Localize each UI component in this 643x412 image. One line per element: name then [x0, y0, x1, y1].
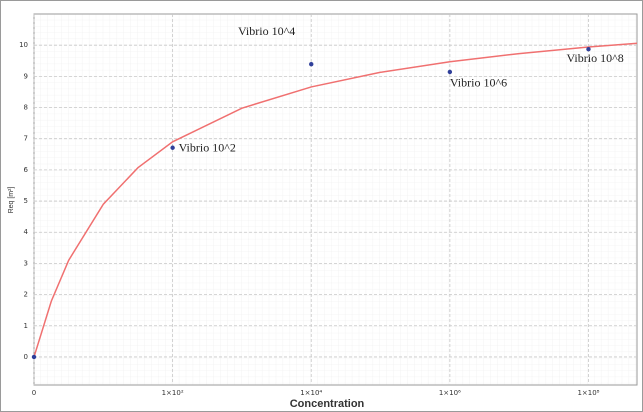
y-tick-label: 0: [24, 353, 28, 361]
x-tick-label: 1×10⁸: [577, 389, 599, 397]
y-tick-label: 9: [24, 72, 28, 80]
y-axis-label: Req [m²]: [8, 187, 15, 214]
y-tick-label: 4: [24, 228, 29, 236]
y-tick-label: 3: [24, 259, 28, 267]
data-point: [31, 354, 37, 360]
data-point: [586, 47, 591, 52]
y-tick-label: 10: [19, 41, 28, 49]
x-axis-label: Concentration: [290, 398, 365, 410]
x-tick-label: 1×10²: [162, 389, 184, 397]
y-tick-label: 7: [24, 135, 28, 143]
y-tick-label: 5: [24, 197, 28, 205]
data-point: [447, 69, 453, 75]
point-label: Vibrio 10^6: [450, 76, 507, 90]
point-label: Vibrio 10^2: [179, 140, 236, 154]
plot-area: [33, 13, 638, 386]
y-tick-label: 6: [24, 166, 29, 174]
y-tick-label: 2: [24, 291, 28, 299]
point-label: Vibrio 10^4: [238, 24, 295, 38]
y-tick-label: 1: [24, 322, 28, 330]
fit-curve: [33, 42, 638, 358]
data-point: [309, 61, 314, 67]
point-label: Vibrio 10^8: [566, 51, 623, 65]
x-tick-label: 0: [32, 389, 36, 397]
x-tick-label: 1×10⁶: [439, 389, 461, 397]
x-tick-label: 1×10⁴: [300, 389, 322, 397]
data-point: [170, 145, 175, 150]
y-tick-label: 8: [24, 104, 28, 112]
